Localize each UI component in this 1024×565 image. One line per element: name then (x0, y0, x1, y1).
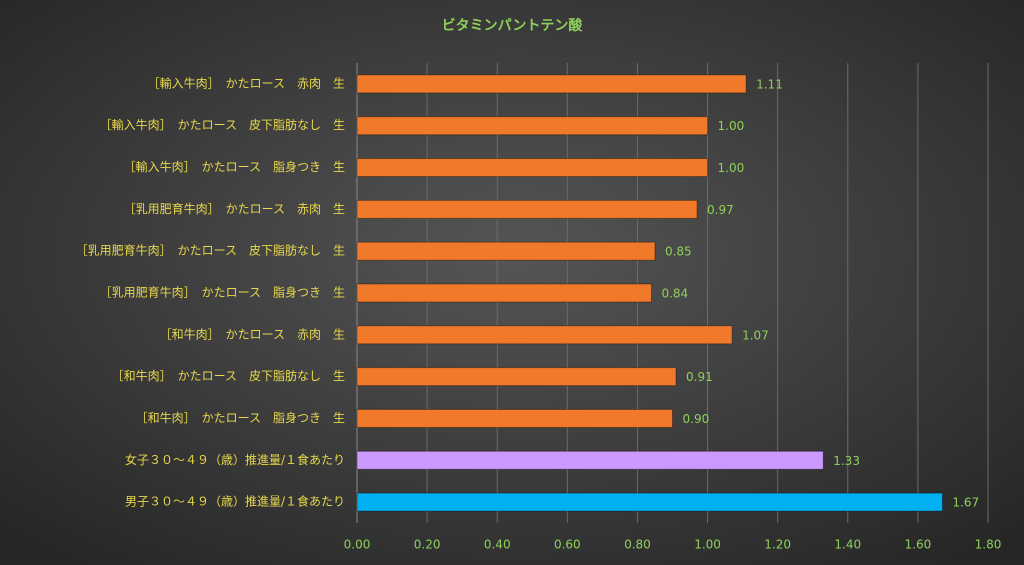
bar (356, 325, 733, 345)
value-label: 0.84 (661, 287, 688, 301)
x-tick-label: 0.20 (414, 538, 441, 552)
x-tick-label: 1.20 (764, 538, 791, 552)
bar (356, 116, 709, 136)
bar (356, 492, 943, 512)
value-label: 1.33 (833, 454, 860, 468)
x-tick-label: 1.60 (905, 538, 932, 552)
x-tick-label: 0.60 (554, 538, 581, 552)
x-tick-label: 1.40 (834, 538, 861, 552)
value-label: 0.91 (686, 370, 713, 384)
value-label: 0.85 (665, 245, 692, 259)
y-tick-label: ［乳用肥育牛肉］ かたロース 皮下脂肪なし 生 (76, 243, 345, 258)
value-label: 1.11 (756, 77, 783, 91)
bar (356, 367, 677, 387)
y-tick-label: ［和牛肉］ かたロース 赤肉 生 (160, 326, 345, 341)
bar (356, 283, 652, 303)
value-label: 0.90 (683, 412, 710, 426)
x-tick-label: 1.00 (694, 538, 721, 552)
bar (356, 158, 709, 178)
bar (356, 450, 824, 470)
value-label: 1.67 (952, 496, 979, 510)
bar (356, 199, 698, 219)
y-tick-label: ［輸入牛肉］ かたロース 赤肉 生 (148, 75, 345, 90)
x-tick-label: 0.40 (484, 538, 511, 552)
chart-title: ビタミンパントテン酸 (442, 17, 584, 34)
y-tick-label: ［輸入牛肉］ かたロース 皮下脂肪なし 生 (100, 117, 345, 132)
y-tick-label: ［乳用肥育牛肉］ かたロース 赤肉 生 (124, 201, 345, 216)
y-tick-label: ［和牛肉］ かたロース 脂身つき 生 (136, 410, 345, 425)
x-tick-label: 0.00 (344, 538, 371, 552)
value-label: 1.00 (718, 119, 745, 133)
value-label: 1.00 (718, 161, 745, 175)
y-tick-label: ［乳用肥育牛肉］ かたロース 脂身つき 生 (100, 285, 345, 300)
bar (356, 408, 673, 428)
x-tick-label: 0.80 (624, 538, 651, 552)
y-tick-label: 女子３０～４９（歳）推進量/１食あたり (125, 452, 345, 467)
bar (356, 241, 656, 261)
value-label: 1.07 (742, 328, 769, 342)
x-tick-label: 1.80 (975, 538, 1002, 552)
bar (356, 74, 747, 94)
y-tick-label: 男子３０～４９（歳）推進量/１食あたり (125, 494, 345, 509)
y-tick-label: ［輸入牛肉］ かたロース 脂身つき 生 (124, 159, 345, 174)
value-label: 0.97 (707, 203, 734, 217)
y-tick-label: ［和牛肉］ かたロース 皮下脂肪なし 生 (112, 368, 345, 383)
